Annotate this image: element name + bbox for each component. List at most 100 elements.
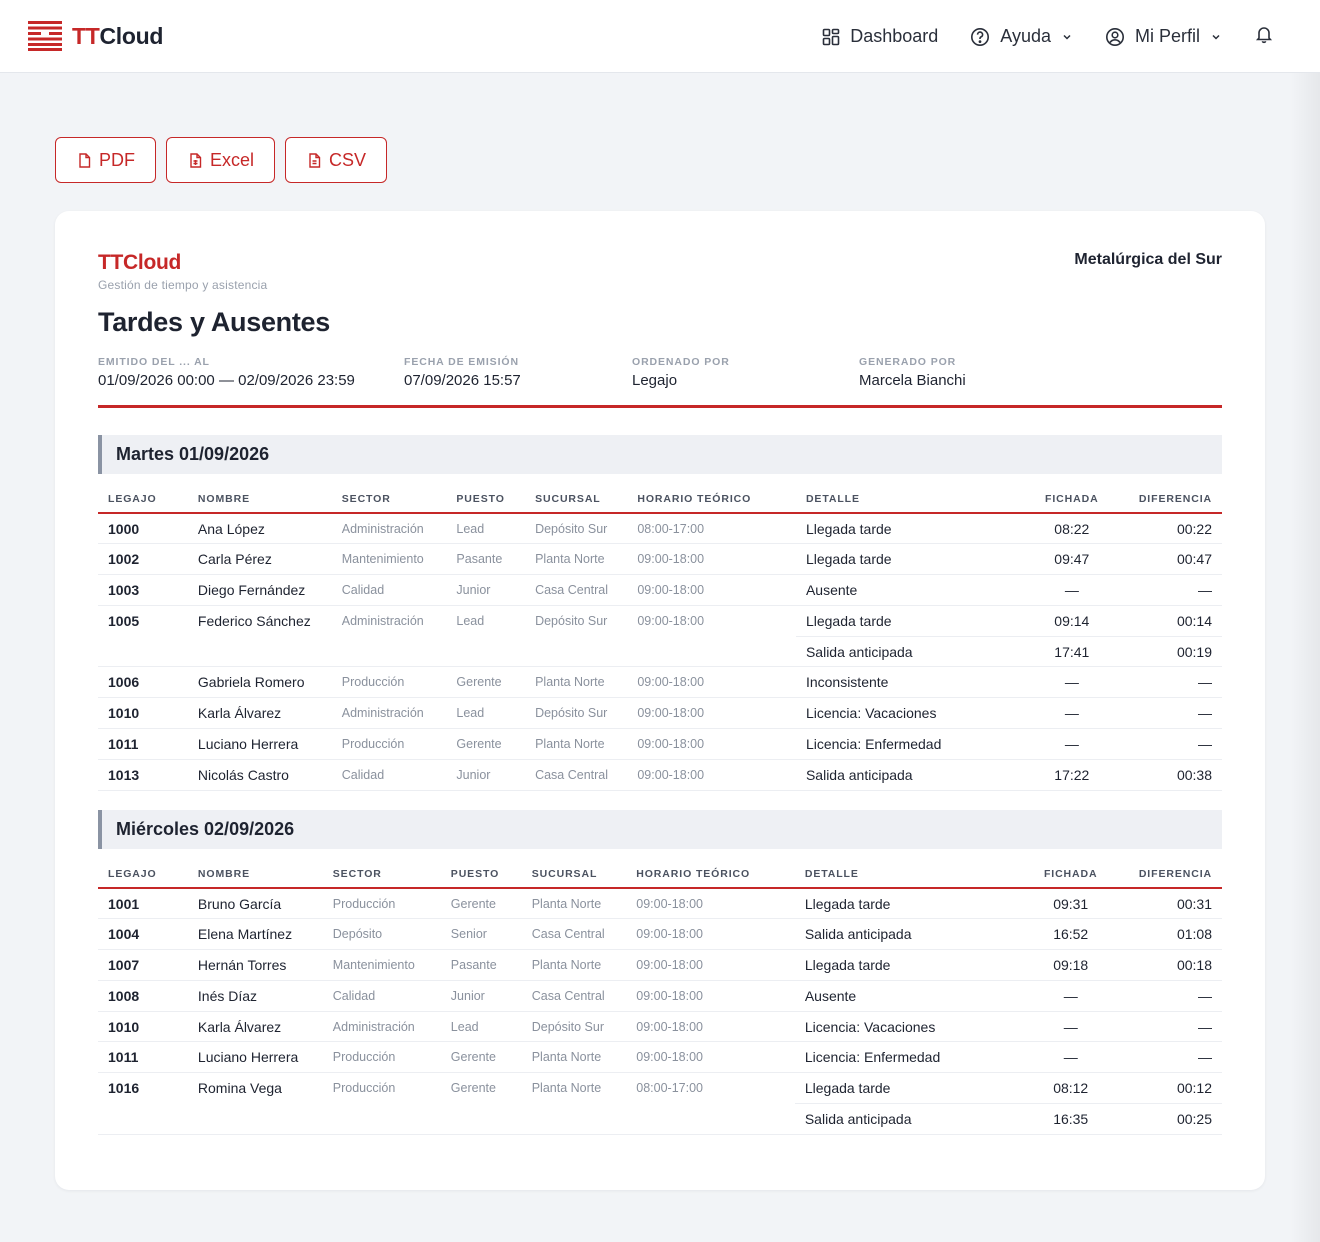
column-header-detalle[interactable]: DETALLE [795, 485, 1017, 514]
cell-sector: Administración [331, 513, 447, 545]
export-excel-button[interactable]: Excel [166, 137, 276, 183]
text-file-icon [309, 152, 321, 168]
table-row: 1010 Karla Álvarez Administración Lead Depós… [98, 697, 1222, 730]
column-header-nombre[interactable]: NOMBRE [187, 860, 323, 889]
cell-nombre [187, 1103, 323, 1135]
cell-fichada: 16:52 [1015, 918, 1117, 951]
column-header-fichada[interactable]: FICHADA [1016, 485, 1118, 514]
cell-nombre: Elena Martínez [187, 918, 323, 951]
cell-nombre: Hernán Torres [187, 949, 323, 981]
brand-logo-icon [28, 21, 62, 51]
export-pdf-button[interactable]: PDF [55, 137, 156, 183]
meta-period-label: EMITIDO DEL ... AL [98, 356, 210, 368]
cell-nombre: Karla Álvarez [187, 1011, 323, 1043]
cell-sector: Producción [331, 728, 447, 760]
cell-horario: 09:00-18:00 [626, 980, 795, 1012]
column-header-sector[interactable]: SECTOR [331, 485, 447, 514]
nav-profile[interactable]: Mi Perfil [1105, 26, 1222, 47]
column-header-diferencia[interactable]: DIFERENCIA [1116, 860, 1222, 889]
column-header-diferencia[interactable]: DIFERENCIA [1117, 485, 1222, 514]
table-row: 1006 Gabriela Romero Producción Gerente Plan… [98, 666, 1222, 699]
meta-issued: FECHA DE EMISIÓN 07/09/2026 15:57 [404, 356, 521, 389]
cell-sucursal: Depósito Sur [525, 697, 628, 730]
column-header-puesto[interactable]: PUESTO [440, 860, 522, 889]
column-header-horario[interactable]: HORARIO TEÓRICO [627, 485, 796, 514]
cell-diferencia: 00:38 [1117, 759, 1222, 791]
cell-puesto [440, 1103, 522, 1135]
cell-legajo: 1008 [98, 980, 188, 1012]
cell-puesto: Senior [440, 918, 522, 951]
nav-dashboard[interactable]: Dashboard [822, 26, 938, 47]
cell-detalle: Llegada tarde [795, 605, 1017, 637]
cell-diferencia: — [1117, 666, 1222, 699]
cell-puesto: Gerente [446, 666, 526, 699]
brand[interactable]: TTCloud [28, 21, 163, 51]
cell-puesto: Lead [456, 613, 485, 628]
table-row: 1008 Inés Díaz Calidad Junior Casa Central 09… [98, 980, 1222, 1012]
column-header-sector[interactable]: SECTOR [322, 860, 441, 889]
cell-puesto: Junior [446, 574, 526, 606]
meta-issued-value: 07/09/2026 15:57 [404, 372, 521, 389]
cell-puesto: Lead [446, 513, 526, 545]
attendance-table: LEGAJO NOMBRE SECTOR PUESTO SUCURSAL HORARIO … [98, 860, 1222, 1135]
column-header-fichada[interactable]: FICHADA [1015, 860, 1117, 889]
cell-horario: 09:00-18:00 [627, 759, 796, 791]
meta-generated: GENERADO POR Marcela Bianchi [859, 356, 966, 389]
cell-puesto: Lead [446, 697, 526, 730]
company-name: Metalúrgica del Sur [1074, 251, 1222, 268]
cell-diferencia: — [1117, 728, 1222, 760]
column-header-legajo[interactable]: LEGAJO [98, 860, 188, 889]
column-header-puesto[interactable]: PUESTO [446, 485, 526, 514]
meta-order-value: Legajo [632, 372, 678, 389]
nav-help-label: Ayuda [1000, 26, 1051, 46]
file-icon [79, 152, 91, 168]
cell-detalle: Licencia: Enfermedad [795, 728, 1017, 760]
export-csv-button[interactable]: CSV [285, 137, 388, 183]
table-row: 1007 Hernán Torres Mantenimiento Pasante Pla… [98, 949, 1222, 981]
cell-fichada: — [1015, 1041, 1117, 1074]
column-header-sucursal[interactable]: SUCURSAL [525, 485, 628, 514]
cell-sucursal: Depósito Sur [521, 1011, 627, 1043]
cell-detalle: Llegada tarde [795, 543, 1017, 576]
bell-icon [1255, 27, 1273, 44]
cell-detalle: Inconsistente [795, 666, 1017, 699]
cell-sector: Administración [341, 613, 424, 628]
report-subtitle: Gestión de tiempo y asistencia [98, 278, 268, 292]
cell-diferencia: — [1117, 697, 1222, 730]
cell-detalle: Salida anticipada [795, 759, 1017, 791]
cell-puesto: Junior [446, 759, 526, 791]
table-row: 1011 Luciano Herrera Producción Gerente Plan… [98, 728, 1222, 760]
table-row: 1013 Nicolás Castro Calidad Junior Casa Cent… [98, 759, 1222, 791]
table-row: 1005 Federico Sánchez Administración Lead De… [98, 605, 1222, 637]
cell-sector [322, 1103, 441, 1135]
cell-fichada: — [1016, 728, 1118, 760]
cell-nombre [187, 636, 332, 668]
cell-sector: Depósito [322, 918, 441, 951]
cell-sucursal: Planta Norte [525, 728, 628, 760]
table-row: 1010 Karla Álvarez Administración Lead Depós… [98, 1011, 1222, 1043]
column-header-sucursal[interactable]: SUCURSAL [521, 860, 627, 889]
cell-detalle: Licencia: Enfermedad [794, 1041, 1016, 1074]
cell-sucursal: Depósito Sur [525, 513, 628, 545]
cell-sector: Calidad [322, 980, 441, 1012]
cell-fichada: — [1016, 574, 1118, 606]
cell-legajo: 1010 [98, 1011, 188, 1043]
table-header-row: LEGAJO NOMBRE SECTOR PUESTO SUCURSAL HORARIO … [98, 485, 1222, 514]
chevron-down-icon [1212, 34, 1220, 40]
cell-fichada: 08:22 [1016, 513, 1118, 545]
cell-legajo: 1004 [98, 918, 188, 951]
column-header-legajo[interactable]: LEGAJO [98, 485, 188, 514]
table-row: 1003 Diego Fernández Calidad Junior Casa Cen… [98, 574, 1222, 606]
notifications-button[interactable] [1254, 24, 1274, 49]
column-header-horario[interactable]: HORARIO TEÓRICO [626, 860, 795, 889]
cell-diferencia: 00:14 [1117, 605, 1222, 637]
cell-sucursal: Casa Central [521, 918, 627, 951]
column-header-nombre[interactable]: NOMBRE [187, 485, 332, 514]
cell-nombre: Bruno García [187, 888, 323, 920]
cell-legajo: 1001 [98, 888, 188, 920]
nav-help[interactable]: Ayuda [970, 26, 1073, 47]
main-nav: Dashboard Ayuda Mi Perfil [790, 0, 1274, 73]
cell-legajo: 1003 [98, 574, 188, 606]
column-header-detalle[interactable]: DETALLE [794, 860, 1016, 889]
cell-horario: 09:00-18:00 [627, 728, 796, 760]
